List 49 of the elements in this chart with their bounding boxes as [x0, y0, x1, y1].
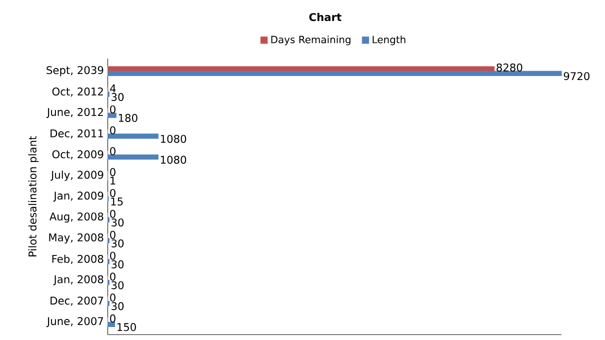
data-label: 4: [110, 84, 116, 92]
data-label: 8280: [496, 63, 522, 72]
data-label: 30: [112, 302, 124, 310]
data-label: 1: [110, 176, 116, 184]
data-label: 0: [110, 188, 116, 197]
y-tick-label: Oct, 2012: [52, 87, 103, 96]
y-tick-label: May, 2008: [49, 233, 104, 244]
y-axis-title: Pilot desalination plant: [28, 136, 39, 256]
data-label: 30: [112, 218, 124, 226]
data-label: 150: [118, 322, 136, 331]
data-label: 30: [112, 239, 124, 248]
data-label: 1080: [160, 156, 186, 164]
y-tick-label: July, 2009: [50, 170, 104, 181]
y-tick-label: Aug, 2008: [49, 212, 104, 222]
y-tick-label: Jan, 2008: [53, 275, 104, 286]
y-tick-label: June, 2012: [46, 108, 103, 118]
y-tick-label: June, 2007: [46, 316, 104, 327]
data-label: 1080: [160, 134, 186, 143]
y-tick-label: Sept, 2039: [46, 66, 104, 76]
data-label: 30: [112, 260, 124, 268]
data-label: 0: [110, 230, 116, 239]
data-label: 0: [110, 272, 116, 280]
data-label: 0: [110, 210, 116, 218]
legend-label: Length: [372, 35, 406, 46]
data-label: 180: [118, 114, 138, 122]
data-label: 0: [110, 168, 116, 176]
bar: [108, 70, 562, 76]
data-label: 30: [112, 92, 124, 101]
data-label: 0: [110, 314, 116, 322]
y-tick-label: Dec, 2007: [50, 296, 104, 306]
data-label: 30: [112, 281, 124, 290]
y-tick-label: Feb, 2008: [52, 254, 104, 264]
chart-title: Chart: [309, 12, 342, 21]
bar: [108, 112, 116, 118]
data-label: 0: [110, 105, 116, 114]
data-label: 0: [110, 126, 116, 134]
y-tick-label: Jan, 2009: [53, 191, 104, 202]
bar: [108, 322, 116, 327]
bar: [108, 133, 158, 139]
data-label: 0: [110, 293, 116, 302]
data-label: 9720: [564, 72, 590, 80]
legend-label: Days Remaining: [271, 35, 350, 46]
y-tick-label: Oct, 2009: [52, 150, 104, 160]
bar: [108, 66, 495, 72]
data-label: 0: [110, 146, 116, 156]
data-label: 15: [111, 197, 123, 206]
bar: [108, 154, 158, 160]
data-label: 0: [110, 252, 116, 260]
y-tick-label: Dec, 2011: [50, 129, 103, 138]
